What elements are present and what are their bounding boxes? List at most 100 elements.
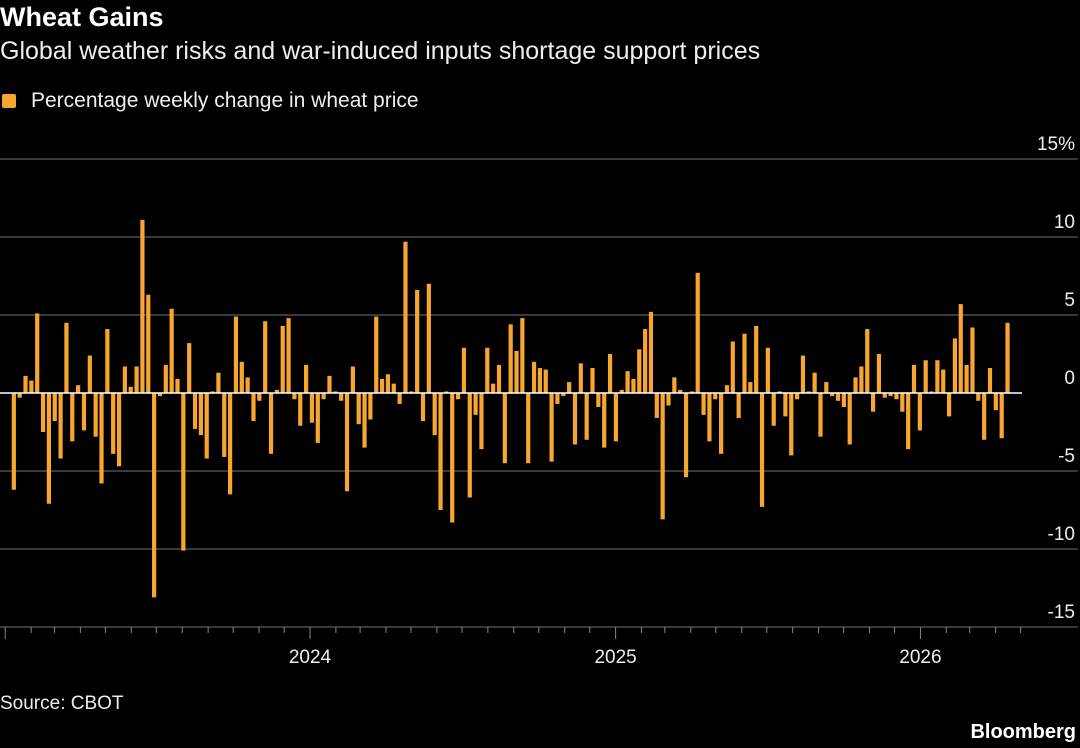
bar bbox=[222, 393, 227, 457]
bar bbox=[198, 393, 203, 436]
bar bbox=[888, 393, 893, 397]
bar bbox=[327, 375, 332, 393]
y-tick-label: -10 bbox=[1048, 524, 1075, 545]
bar bbox=[29, 380, 34, 393]
bar bbox=[654, 393, 659, 418]
bar bbox=[531, 361, 537, 393]
bar bbox=[777, 391, 782, 393]
bar bbox=[683, 393, 689, 478]
legend: Percentage weekly change in wheat price bbox=[2, 89, 419, 113]
bar bbox=[403, 241, 408, 393]
bar bbox=[841, 393, 846, 408]
bar bbox=[321, 393, 326, 400]
bar bbox=[970, 327, 975, 393]
bar bbox=[508, 324, 513, 393]
bar bbox=[783, 393, 788, 417]
bar bbox=[730, 341, 735, 393]
x-tick-label: 2024 bbox=[289, 647, 332, 668]
bar bbox=[251, 393, 256, 422]
bar bbox=[853, 377, 858, 393]
bar bbox=[11, 393, 16, 490]
bar bbox=[561, 393, 566, 397]
bar bbox=[286, 318, 291, 393]
bar bbox=[268, 393, 274, 454]
bar bbox=[397, 393, 402, 404]
bar bbox=[368, 393, 373, 420]
bar bbox=[274, 389, 279, 393]
bar bbox=[701, 393, 706, 415]
bar bbox=[619, 389, 624, 393]
source-note: Source: CBOT bbox=[0, 693, 124, 714]
bar bbox=[847, 393, 852, 445]
bar bbox=[543, 369, 548, 393]
bar bbox=[870, 393, 876, 412]
bar bbox=[420, 393, 426, 422]
bar bbox=[444, 391, 449, 393]
bar bbox=[713, 393, 718, 400]
bar bbox=[116, 393, 122, 467]
bar bbox=[379, 378, 385, 393]
bar bbox=[678, 389, 683, 393]
bar bbox=[946, 393, 952, 417]
bar bbox=[426, 283, 431, 393]
bar bbox=[812, 372, 817, 393]
bar bbox=[210, 391, 215, 393]
legend-swatch bbox=[2, 94, 16, 108]
bar bbox=[771, 393, 776, 426]
bar bbox=[625, 371, 630, 393]
bar bbox=[140, 219, 145, 393]
bar bbox=[309, 393, 315, 423]
bar bbox=[157, 393, 163, 397]
bar bbox=[590, 368, 595, 393]
bar bbox=[748, 382, 753, 393]
bar bbox=[187, 343, 192, 393]
bar bbox=[1005, 322, 1010, 393]
bar bbox=[894, 393, 899, 400]
bar bbox=[993, 393, 998, 411]
bar bbox=[17, 393, 22, 398]
bar bbox=[865, 329, 870, 393]
bar bbox=[111, 393, 116, 454]
bar bbox=[672, 377, 677, 393]
bar bbox=[362, 393, 367, 448]
bar bbox=[350, 366, 355, 393]
bar bbox=[958, 304, 963, 393]
bar bbox=[666, 393, 671, 406]
bar bbox=[228, 393, 233, 495]
bar bbox=[298, 393, 303, 426]
bar bbox=[292, 393, 297, 400]
bar bbox=[333, 391, 338, 393]
bar bbox=[46, 393, 52, 504]
bar bbox=[216, 372, 221, 393]
y-tick-label: 15% bbox=[1037, 134, 1075, 155]
bar bbox=[859, 366, 864, 393]
bar bbox=[52, 393, 57, 422]
bar bbox=[233, 316, 239, 393]
bar bbox=[105, 329, 110, 393]
bar bbox=[707, 393, 712, 442]
bar bbox=[578, 363, 583, 393]
bar bbox=[648, 311, 654, 393]
bar bbox=[555, 393, 560, 404]
bar bbox=[900, 393, 905, 412]
bar bbox=[917, 393, 922, 431]
bar bbox=[596, 393, 601, 408]
bar bbox=[391, 383, 396, 393]
bar bbox=[607, 354, 613, 393]
y-tick-label: 5 bbox=[1064, 290, 1075, 311]
bar bbox=[952, 338, 958, 393]
bar bbox=[99, 393, 104, 484]
bar bbox=[438, 393, 443, 510]
bloomberg-logo: Bloomberg bbox=[970, 721, 1076, 743]
bar bbox=[455, 393, 461, 400]
bar bbox=[754, 325, 759, 393]
bar bbox=[736, 393, 741, 418]
bar bbox=[473, 393, 478, 415]
bar bbox=[58, 393, 63, 459]
bar bbox=[613, 393, 618, 442]
bar bbox=[40, 393, 46, 432]
bar bbox=[344, 393, 350, 492]
bar bbox=[339, 393, 344, 401]
bar bbox=[134, 366, 139, 393]
bar bbox=[976, 393, 981, 401]
